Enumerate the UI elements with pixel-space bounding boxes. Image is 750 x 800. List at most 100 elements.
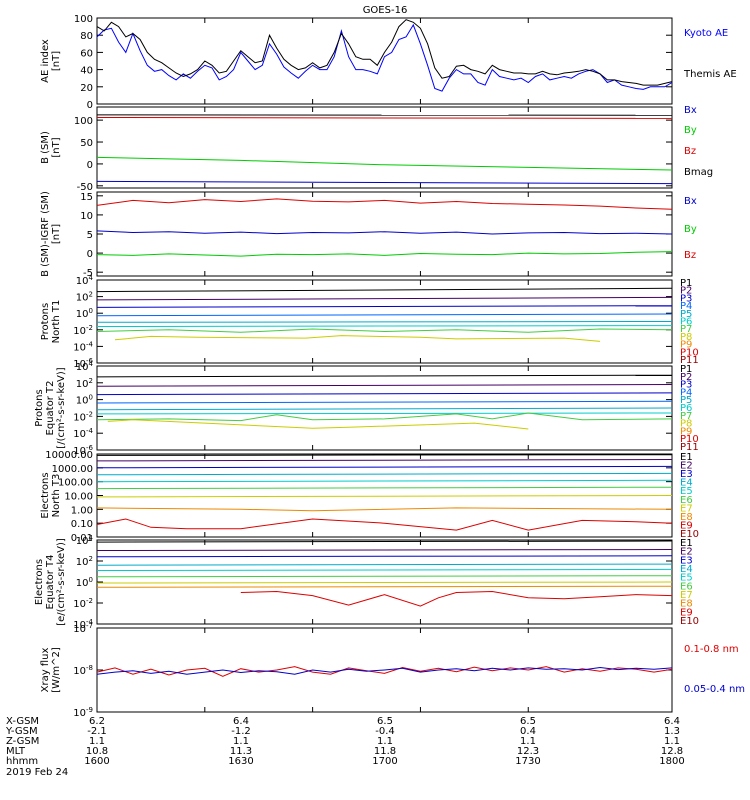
legend-label: E1	[680, 452, 693, 463]
series-line-e5	[96, 568, 673, 571]
y-axis-label: Electrons	[34, 559, 45, 605]
y-tick-label: 0	[87, 160, 93, 171]
ephemeris-value: -2.1	[87, 726, 107, 737]
series-line-p3	[96, 305, 673, 308]
ephemeris-row-label: X-GSM	[6, 716, 39, 727]
ephemeris-value: 12.8	[661, 746, 683, 757]
y-tick-label: 0.10	[71, 519, 93, 530]
series-line-e4	[96, 563, 673, 566]
ephemeris-value: 6.4	[664, 716, 680, 727]
y-tick-label: 10-2	[73, 410, 93, 423]
legend-label: E3	[680, 469, 693, 480]
y-axis-label: [e/(cm²-s-sr-keV)]	[56, 538, 67, 626]
legend-label: P6	[680, 317, 692, 328]
y-tick-label: 1000.00	[52, 464, 93, 475]
y-axis-label: [nT]	[51, 51, 62, 71]
y-tick-label: 10-4	[73, 340, 93, 353]
series-line-p8	[107, 419, 529, 430]
series-line-0-05-0-4-nm	[96, 666, 673, 675]
legend-label: Bz	[684, 146, 696, 157]
legend-label: P2	[680, 372, 692, 383]
ephemeris-value: 6.5	[520, 716, 536, 727]
legend-label: E1	[680, 538, 693, 549]
panel-ae: 0 20 40 60 80 100 AE index [nT] Kyoto AE Themis A…	[40, 14, 737, 111]
legend-label: E7	[680, 590, 693, 601]
series-line-p6	[96, 412, 673, 415]
legend-label: Bx	[684, 196, 697, 207]
y-tick-label: 15	[80, 192, 93, 203]
legend-label: 0.1-0.8 nm	[684, 644, 739, 655]
y-tick-label: 10.00	[64, 492, 93, 503]
y-axis-label: B (SM)-IGRF (SM)	[40, 191, 51, 277]
legend-label: E2	[680, 461, 693, 472]
legend-label: P8	[680, 419, 692, 430]
y-tick-label: 80	[80, 31, 93, 42]
series-line-p6	[96, 325, 673, 327]
ephemeris-value: 11.3	[230, 746, 252, 757]
ephemeris-value: 6.5	[377, 716, 393, 727]
series-line-e2	[96, 549, 673, 551]
legend-label: P2	[680, 286, 692, 297]
ephemeris-row-label: Z-GSM	[6, 736, 39, 747]
ephemeris-value: 1.1	[89, 736, 105, 747]
legend-label: P9	[680, 340, 692, 351]
series-line-e1	[96, 540, 673, 543]
y-tick-label: 104	[76, 274, 94, 287]
series-line-e3	[96, 465, 673, 469]
y-tick-label: 100	[74, 14, 93, 25]
ephemeris-value: 11.8	[374, 746, 396, 757]
legend-label: P11	[680, 442, 699, 453]
y-tick-label: 50	[80, 138, 93, 149]
y-axis-label: North T3	[51, 474, 62, 518]
legend-label: P9	[680, 426, 692, 437]
panel-bmigrf: -5 0 5 10 15 B (SM)-IGRF (SM) [nT] Bx By Bz	[40, 191, 697, 279]
y-tick-label: -50	[77, 182, 93, 193]
series-line-bx	[96, 180, 673, 185]
ephemeris-value: 1.1	[664, 736, 680, 747]
legend-label: P4	[680, 301, 692, 312]
y-axis-label: AE index	[40, 39, 51, 83]
ephemeris-value: 1.1	[233, 736, 249, 747]
series-line-p8	[114, 335, 601, 342]
series-line-p7	[96, 412, 673, 422]
y-tick-label: 20	[80, 83, 93, 94]
legend-label: E6	[680, 581, 693, 592]
legend-label: P6	[680, 403, 692, 414]
y-tick-label: 10-8	[73, 664, 93, 677]
chart-title: GOES-16	[363, 5, 408, 16]
legend-label: E9	[680, 520, 693, 531]
ephemeris-value: 6.4	[233, 716, 249, 727]
y-axis-label: Xray flux	[40, 648, 51, 693]
series-line-kyoto-ae	[96, 23, 673, 92]
legend-label: Bmag	[684, 167, 713, 178]
series-line-themis-ae	[96, 19, 673, 86]
y-tick-label: 100.00	[58, 478, 93, 489]
y-axis-label: Protons	[34, 389, 45, 426]
ephemeris-row-label: MLT	[6, 746, 26, 757]
y-tick-label: 10-7	[73, 622, 93, 635]
ephemeris-value: -0.4	[375, 726, 395, 737]
series-line-p1	[96, 287, 673, 293]
legend-label: P8	[680, 332, 692, 343]
y-axis-label: [/(cm²-s-sr-keV)]	[56, 367, 67, 448]
legend-label: E10	[680, 616, 699, 627]
date-label: 2019 Feb 24	[6, 767, 68, 778]
y-tick-label: 100	[76, 307, 93, 320]
series-line-p7	[96, 328, 673, 333]
ephemeris-row-label: hhmm	[6, 756, 38, 767]
series-line-p2	[96, 296, 673, 301]
series-line-e7	[96, 495, 673, 498]
y-tick-label: 100	[74, 116, 93, 127]
ephemeris-row-label: Y-GSM	[5, 726, 38, 737]
legend-label: By	[684, 224, 697, 235]
legend-label: P11	[680, 355, 699, 366]
panel-bsm: -50 0 50 100 B (SM) [nT] Bx By Bz Bmag	[40, 105, 713, 193]
y-axis-label: Equator T2	[45, 381, 56, 436]
series-line-0-1-0-8-nm	[96, 666, 673, 677]
series-line-e4	[96, 472, 673, 476]
series-line-p1	[96, 374, 673, 378]
y-tick-label: 0.01	[71, 533, 93, 544]
